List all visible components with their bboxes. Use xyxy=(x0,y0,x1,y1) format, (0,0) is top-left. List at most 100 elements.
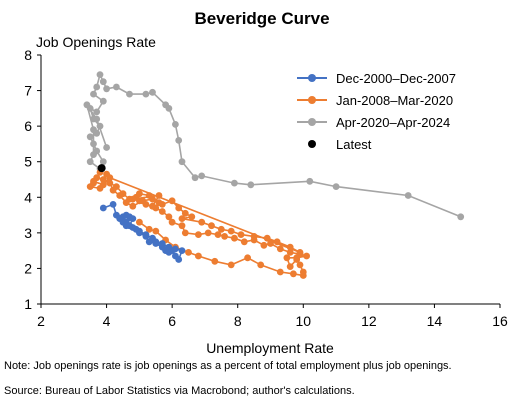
chart-note: Note: Job openings rate is job openings … xyxy=(4,360,452,372)
chart-source: Source: Bureau of Labor Statistics via M… xyxy=(4,385,355,397)
data-point xyxy=(198,218,206,226)
data-point xyxy=(175,256,183,263)
data-point xyxy=(237,231,245,239)
legend-label: Latest xyxy=(336,137,372,152)
data-point xyxy=(142,90,150,98)
data-point xyxy=(158,240,166,247)
data-point xyxy=(83,101,91,109)
data-point xyxy=(175,204,183,212)
data-point xyxy=(303,252,310,260)
data-point xyxy=(145,192,153,199)
data-point xyxy=(162,101,170,109)
y-tick-label: 3 xyxy=(24,225,32,241)
data-point xyxy=(86,158,94,166)
x-tick-label: 8 xyxy=(234,313,242,329)
data-point xyxy=(126,213,133,221)
legend-label: Apr-2020–Apr-2024 xyxy=(336,115,450,130)
data-point xyxy=(191,174,199,182)
data-point xyxy=(257,261,265,269)
data-point xyxy=(178,158,186,166)
data-point xyxy=(96,122,104,130)
data-point xyxy=(208,222,215,230)
data-point xyxy=(113,83,120,91)
data-point xyxy=(283,254,291,262)
data-point xyxy=(195,252,202,260)
data-point xyxy=(263,234,271,242)
data-point xyxy=(86,183,94,191)
legend-marker xyxy=(308,74,316,82)
y-tick-label: 8 xyxy=(24,47,32,63)
data-point xyxy=(457,213,465,221)
legend-entry: Apr-2020–Apr-2024 xyxy=(297,115,450,130)
data-point xyxy=(276,245,284,253)
data-point xyxy=(221,233,229,240)
data-point xyxy=(136,218,143,226)
data-point xyxy=(106,174,114,182)
data-point xyxy=(103,144,110,151)
data-point xyxy=(158,208,166,215)
data-point xyxy=(149,88,156,96)
legend-label: Jan-2008–Mar-2020 xyxy=(336,93,453,108)
legend: Dec-2000–Dec-2007 Jan-2008–Mar-2020 Apr-20… xyxy=(297,71,456,152)
y-tick-label: 7 xyxy=(24,83,32,99)
data-point xyxy=(214,231,222,239)
legend-label: Dec-2000–Dec-2007 xyxy=(336,71,456,86)
x-tick-label: 4 xyxy=(103,313,111,329)
data-point xyxy=(155,192,163,199)
data-point xyxy=(136,190,143,198)
data-point xyxy=(122,199,130,207)
data-point xyxy=(231,234,238,242)
data-point xyxy=(168,218,176,226)
data-point xyxy=(185,249,192,256)
data-point xyxy=(129,202,137,210)
data-point xyxy=(247,181,255,189)
series-0 xyxy=(99,201,186,263)
legend-marker xyxy=(308,140,316,148)
data-point xyxy=(244,254,252,262)
beveridge-curve-chart: Beveridge Curve Job Openings Rate Unempl… xyxy=(24,9,508,356)
data-point xyxy=(306,177,314,185)
legend-entry: Jan-2008–Mar-2020 xyxy=(297,93,453,108)
data-point xyxy=(99,176,107,183)
data-point xyxy=(286,243,294,251)
data-point xyxy=(227,227,235,235)
legend-entry: Latest xyxy=(308,137,372,152)
data-point xyxy=(276,268,284,276)
data-point xyxy=(165,213,173,221)
data-point xyxy=(152,227,160,235)
data-point xyxy=(86,133,94,141)
series-layer xyxy=(83,71,465,279)
data-point xyxy=(96,71,104,78)
legend-marker xyxy=(308,96,316,104)
data-point xyxy=(227,261,235,269)
y-tick-label: 4 xyxy=(24,189,32,205)
x-tick-label: 12 xyxy=(361,313,377,329)
data-point xyxy=(116,215,124,223)
data-point xyxy=(116,192,124,199)
data-point xyxy=(299,268,307,276)
data-point xyxy=(178,215,186,223)
x-tick-label: 10 xyxy=(295,313,311,329)
data-point xyxy=(90,177,97,185)
x-tick-label: 6 xyxy=(168,313,176,329)
data-point xyxy=(172,245,179,253)
data-point xyxy=(90,140,97,148)
data-point xyxy=(99,204,107,212)
data-point xyxy=(93,108,101,116)
data-point xyxy=(99,181,107,189)
data-point xyxy=(90,90,97,98)
data-point xyxy=(145,225,153,233)
data-point xyxy=(286,263,294,270)
data-point xyxy=(267,240,274,247)
data-point xyxy=(158,201,166,208)
data-point xyxy=(99,158,107,166)
data-point xyxy=(109,201,117,208)
data-point xyxy=(129,224,137,231)
latest-point xyxy=(97,164,106,173)
data-point xyxy=(286,249,294,256)
data-point xyxy=(404,192,412,199)
data-point xyxy=(175,137,183,144)
data-point xyxy=(217,225,225,233)
y-tick-label: 5 xyxy=(24,154,32,170)
